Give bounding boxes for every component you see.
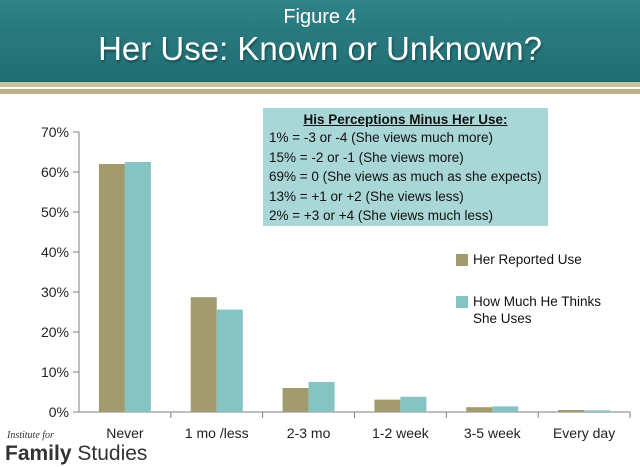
x-tick-label: 3-5 week bbox=[464, 425, 522, 441]
bar-her bbox=[558, 410, 585, 412]
info-line-1: 1% = -3 or -4 (She views much more) bbox=[269, 130, 493, 145]
info-box-title: His Perceptions Minus Her Use: bbox=[303, 112, 508, 127]
bar-her bbox=[98, 164, 125, 412]
y-tick-label: 40% bbox=[41, 244, 69, 260]
bar-chart: 0% 10% 20% 30% 40% 50% 60% 70% Never 1 mo /less 2-… bbox=[41, 124, 631, 441]
y-tick-label: 10% bbox=[41, 364, 69, 380]
bar-his bbox=[492, 406, 519, 412]
y-tick-label: 60% bbox=[41, 164, 69, 180]
bar-his bbox=[308, 382, 335, 412]
chart-title: Her Use: Known or Unknown? bbox=[98, 30, 542, 67]
figure-label: Figure 4 bbox=[283, 6, 357, 28]
header-banner: Figure 4 Her Use: Known or Unknown? bbox=[0, 0, 640, 82]
legend-swatch-her bbox=[456, 254, 468, 266]
bar-her bbox=[374, 399, 401, 412]
y-tick-label: 20% bbox=[41, 324, 69, 340]
info-line-5: 2% = +3 or +4 (She views much less) bbox=[269, 208, 493, 223]
perceptions-info-box: His Perceptions Minus Her Use: 1% = -3 o… bbox=[263, 108, 548, 226]
legend-label-his: How Much He Thinks She Uses bbox=[473, 294, 602, 326]
bar-his bbox=[584, 410, 611, 412]
x-tick-label: Never bbox=[106, 425, 144, 441]
x-tick-label: 1-2 week bbox=[372, 425, 430, 441]
y-tick-label: 50% bbox=[41, 204, 69, 220]
institute-logo: Family Studies bbox=[5, 442, 147, 466]
x-tick-label: 2-3 mo bbox=[287, 425, 331, 441]
bar-his bbox=[400, 396, 427, 412]
info-line-2: 15% = -2 or -1 (She views more) bbox=[269, 149, 464, 165]
logo-word-studies: Studies bbox=[71, 442, 148, 465]
y-tick-label: 70% bbox=[41, 124, 69, 140]
header-divider bbox=[0, 82, 640, 94]
bar-her bbox=[466, 407, 493, 412]
x-tick-label: 1 mo /less bbox=[185, 425, 249, 441]
logo-small-text: Institute for bbox=[7, 430, 54, 441]
info-line-3: 69% = 0 (She views as much as she expect… bbox=[269, 169, 542, 184]
legend-swatch-his bbox=[456, 296, 468, 308]
info-line-4: 13% = +1 or +2 (She views less) bbox=[269, 188, 464, 204]
y-tick-label: 0% bbox=[49, 404, 69, 420]
y-tick-label: 30% bbox=[41, 284, 69, 300]
logo-word-family: Family bbox=[5, 442, 72, 465]
legend-label-her: Her Reported Use bbox=[473, 252, 582, 267]
bar-his bbox=[124, 162, 151, 412]
bar-her bbox=[190, 297, 217, 412]
bar-his bbox=[216, 309, 243, 412]
x-tick-label: Every day bbox=[553, 425, 615, 441]
bar-her bbox=[282, 388, 309, 412]
